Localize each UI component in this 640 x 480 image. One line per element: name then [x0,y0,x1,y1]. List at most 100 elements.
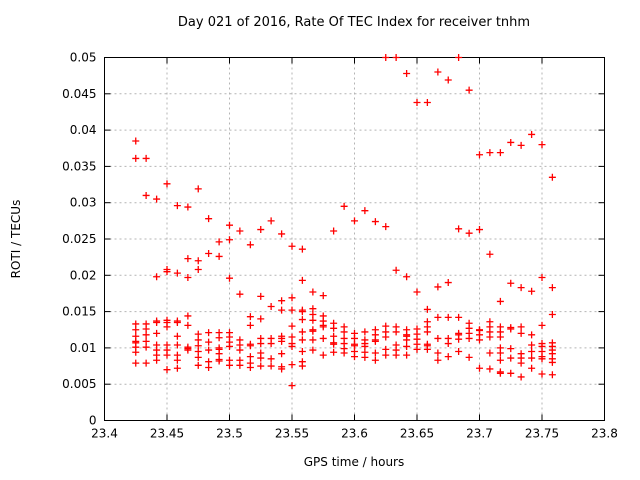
data-point-marker [403,273,411,281]
data-point-marker [173,364,181,372]
data-point-marker [528,331,536,339]
data-point-marker [423,345,431,353]
data-point-marker [455,335,463,343]
data-point-marker [507,354,515,362]
data-point-marker [455,225,463,233]
data-point-marker [173,332,181,340]
data-point-marker [194,265,202,273]
y-axis-label: ROTI / TECUs [9,200,23,279]
data-point-marker [548,311,556,319]
y-tick-label: 0.025 [62,232,96,246]
x-tick-label: 23.4 [91,427,118,441]
data-point-marker [548,358,556,366]
data-point-marker [153,356,161,364]
data-point-marker [444,313,452,321]
data-point-marker [528,341,536,349]
data-point-marker [184,321,192,329]
data-point-marker [476,151,483,159]
data-point-marker [298,328,306,336]
data-point-marker [528,287,536,295]
data-point-marker [246,241,254,249]
data-point-marker [236,290,244,298]
data-point-marker [142,154,150,162]
data-point-marker [257,340,265,348]
data-point-marker [538,370,546,378]
y-tick-label: 0.03 [70,196,97,210]
data-point-marker [476,226,483,234]
data-point-marker [257,315,265,323]
data-point-marker [413,99,421,107]
data-point-marker [444,279,452,287]
data-point-marker [507,369,515,377]
data-point-marker [173,341,181,349]
y-tick-label: 0.015 [62,305,96,319]
x-tick-label: 23.65 [400,427,434,441]
data-point-marker [403,342,411,350]
data-point-marker [278,306,286,314]
data-point-marker [309,327,317,335]
data-point-marker [330,227,338,235]
data-point-marker [319,334,327,342]
data-point-marker [517,141,525,149]
data-point-marker [298,316,306,324]
data-point-marker [142,331,150,339]
data-point-marker [507,345,515,353]
data-point-marker [226,274,233,282]
data-point-marker [288,242,296,250]
data-point-marker [288,333,296,341]
x-tick-label: 23.45 [150,427,184,441]
data-point-marker [455,348,463,356]
y-tick-label: 0.01 [70,341,97,355]
data-point-marker [382,54,390,61]
data-point-marker [371,218,379,226]
x-tick-label: 23.8 [591,427,618,441]
data-point-marker [142,191,150,199]
data-point-marker [226,342,233,350]
data-point-marker [298,245,306,253]
y-tick-label: 0 [89,414,97,428]
data-point-marker [288,306,296,314]
data-points [132,54,556,390]
data-point-marker [132,137,140,145]
data-point-marker [246,313,254,321]
data-point-marker [496,149,504,157]
data-point-marker [413,345,421,353]
data-point-marker [340,202,348,210]
data-point-marker [507,279,515,287]
data-point-marker [309,336,317,344]
data-point-marker [288,361,296,369]
data-point-marker [236,227,244,235]
data-point-marker [226,221,233,229]
data-point-marker [465,334,473,342]
data-point-marker [298,348,306,356]
data-point-marker [205,364,213,372]
data-point-marker [351,353,358,361]
data-point-marker [434,349,442,357]
data-point-marker [184,346,192,354]
data-point-marker [132,348,140,356]
data-point-marker [132,359,140,367]
data-point-marker [361,207,369,215]
data-point-marker [205,215,213,223]
data-point-marker [142,343,150,351]
data-point-marker [538,355,546,363]
data-point-marker [465,229,473,237]
gridlines [104,57,605,421]
data-point-marker [267,362,275,370]
data-point-marker [528,130,536,138]
data-point-marker [288,382,296,390]
data-point-marker [507,325,515,333]
data-point-marker [173,202,181,210]
data-point-marker [351,217,358,225]
data-point-marker [205,250,213,258]
data-point-marker [371,356,379,364]
data-point-marker [298,308,306,316]
data-point-marker [486,149,494,157]
data-point-marker [278,297,286,305]
data-point-marker [319,292,327,300]
data-point-marker [476,336,483,344]
data-point-marker [455,54,463,61]
data-point-marker [215,252,223,260]
data-point-marker [163,268,171,276]
